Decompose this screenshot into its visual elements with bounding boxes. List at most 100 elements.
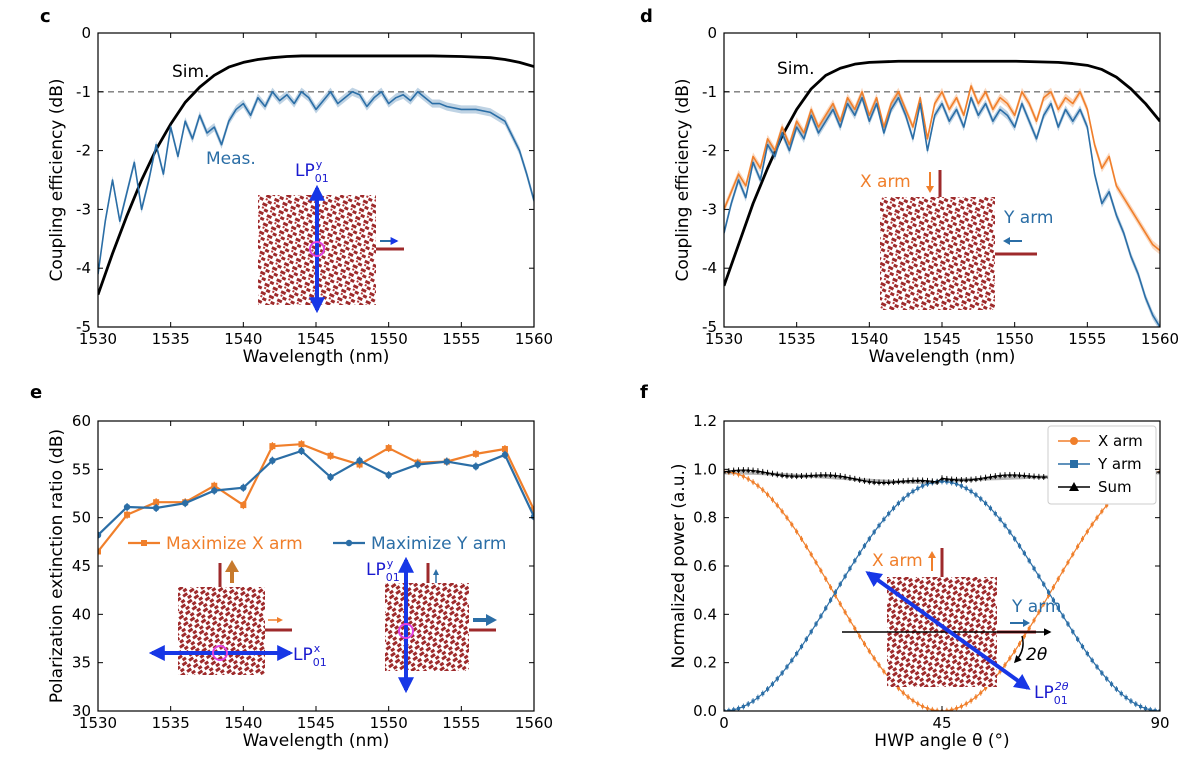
y-tick-label-c-1: -4 (76, 259, 91, 277)
point-f-y-arm-74 (1080, 644, 1085, 649)
point-f-sum-31 (872, 480, 877, 484)
x-tick-label-e-0: 1530 (79, 714, 117, 732)
point-f-y-arm-76 (1090, 658, 1094, 662)
point-f-x-arm-73 (1076, 544, 1080, 549)
y-tick-label-d-2: -3 (702, 200, 717, 218)
point-f-y-arm-17 (804, 637, 808, 641)
point-f-x-arm-74 (1080, 537, 1085, 541)
point-f-sum-10 (770, 471, 775, 476)
point-f-y-arm-84 (1129, 699, 1133, 703)
point-f-sum-62 (1022, 473, 1027, 478)
y-tick-label-f-2: 0.4 (693, 605, 717, 623)
focus-marker-e-right (398, 623, 414, 639)
point-f-x-arm-71 (1066, 560, 1070, 565)
y-axis-label-e: Polarization extinction ratio (dB) (47, 429, 67, 703)
y-tick-label-f-3: 0.6 (693, 557, 717, 575)
y-tick-label-d-5: 0 (707, 24, 717, 42)
point-f-sum-58 (1002, 473, 1007, 477)
y-axis-label-c: Coupling efficiency (dB) (47, 79, 67, 282)
plot-area-e (98, 440, 534, 556)
point-f-x-arm-19 (814, 560, 818, 565)
point-f-sum-19 (814, 473, 819, 477)
point-f-sum-50 (964, 477, 969, 482)
point-f-y-arm-28 (858, 551, 862, 555)
point-f-y-arm-24 (838, 582, 842, 586)
point-f-y-arm-36 (896, 501, 900, 505)
point-f-y-arm-47 (950, 480, 954, 485)
point-f-x-arm-31 (872, 656, 876, 660)
panel-f-inset: X arm Y arm 2θ LP012θ (842, 548, 1069, 707)
point-f-y-arm-31 (872, 530, 876, 534)
point-f-sum-39 (910, 478, 915, 483)
legend-label-e-maximize-y: Maximize Y arm (371, 534, 506, 554)
point-f-sum-49 (959, 478, 964, 482)
x-tick-label-c-6: 1560 (515, 330, 553, 348)
point-f-y-arm-66 (1042, 582, 1046, 586)
point-f-sum-29 (862, 478, 867, 483)
point-f-x-arm-67 (1046, 593, 1051, 598)
point-f-y-arm-20 (819, 614, 823, 618)
point-f-y-arm-50 (964, 486, 968, 490)
point-f-x-arm-78 (1100, 509, 1104, 513)
panel-d-inset: X arm Y arm Sim. (777, 59, 1053, 310)
series-line-e-maximize-y (98, 449, 534, 536)
point-f-x-arm-66 (1042, 602, 1046, 606)
point-f-y-arm-57 (998, 517, 1002, 521)
point-f-x-arm-27 (853, 626, 857, 630)
point-f-y-arm-32 (877, 523, 881, 528)
point-f-sum-37 (901, 479, 906, 483)
point-f-y-arm-52 (974, 493, 978, 497)
legend-marker-f-x-arm (1070, 437, 1078, 445)
point-e-maximize-x-1 (124, 511, 131, 518)
panel-label-f: f (640, 382, 648, 403)
point-f-x-arm-64 (1032, 618, 1036, 622)
panel-e-chart: Maximize X arm Maximize Y arm 1530 1535 1540… (47, 412, 553, 751)
point-f-y-arm-29 (862, 544, 867, 548)
point-f-x-arm-69 (1056, 577, 1060, 581)
point-f-x-arm-30 (867, 649, 871, 653)
series-line-c-meas (98, 91, 534, 275)
point-e-maximize-y-6 (269, 457, 276, 464)
panel-c-inset: LP01y Sim. Meas. (172, 62, 404, 314)
point-f-y-arm-30 (867, 537, 871, 541)
point-f-sum-66 (1041, 475, 1046, 479)
metasurface-structure-e-right (385, 583, 469, 671)
point-f-sum-55 (988, 474, 993, 479)
meas-label-c: Meas. (206, 149, 256, 169)
point-f-x-arm-38 (906, 695, 910, 699)
point-f-y-arm-6 (751, 699, 755, 703)
x-tick-label-f-2: 90 (1150, 714, 1169, 732)
point-f-x-arm-15 (795, 529, 799, 534)
point-f-sum-65 (1036, 474, 1041, 479)
legend-label-f-sum: Sum (1098, 478, 1132, 496)
point-f-x-arm-72 (1071, 552, 1075, 557)
y-tick-label-d-0: -5 (702, 318, 717, 336)
point-f-sum-34 (886, 480, 891, 484)
point-f-x-arm-18 (809, 552, 813, 557)
panel-c-chart: 1530 1535 1540 1545 1550 1555 1560 -5 -4 -3 -2 -1 0 W… (47, 24, 553, 367)
legend-label-f-y-arm: Y arm (1097, 455, 1142, 473)
point-f-y-arm-5 (746, 702, 750, 706)
point-f-sum-44 (935, 479, 940, 484)
point-f-x-arm-17 (804, 544, 808, 549)
point-f-x-arm-62 (1022, 634, 1026, 638)
point-f-y-arm-58 (1003, 523, 1007, 528)
point-f-sum-52 (973, 477, 978, 481)
point-e-maximize-y-11 (414, 461, 421, 468)
point-f-y-arm-7 (756, 695, 760, 700)
point-f-x-arm-39 (911, 699, 915, 703)
point-f-y-arm-25 (843, 574, 847, 578)
x-tick-label-e-6: 1560 (515, 714, 553, 732)
point-f-y-arm-63 (1027, 559, 1031, 563)
point-f-sum-48 (954, 477, 959, 482)
point-f-y-arm-2 (732, 708, 736, 711)
x-tick-label-e-1: 1535 (152, 714, 190, 732)
x-tick-label-d-3: 1545 (923, 330, 961, 348)
x-arm-label-f: X arm (872, 551, 923, 571)
point-f-y-arm-41 (921, 484, 925, 488)
point-f-x-arm-40 (916, 702, 920, 706)
point-f-x-arm-11 (775, 503, 779, 507)
point-f-x-arm-37 (901, 691, 905, 695)
point-f-sum-35 (891, 480, 896, 484)
point-f-y-arm-77 (1095, 665, 1099, 669)
